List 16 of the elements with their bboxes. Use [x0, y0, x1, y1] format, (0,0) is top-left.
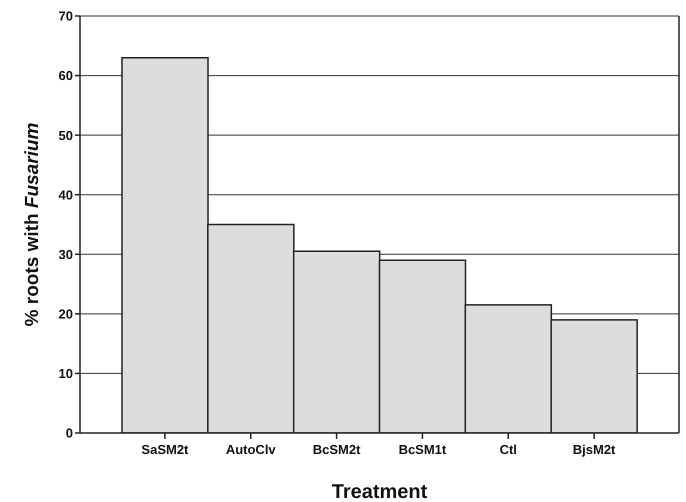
y-tick-label: 40 [58, 187, 73, 202]
y-axis-title: % roots with Fusarium [22, 122, 43, 326]
y-tick-label: 0 [66, 426, 73, 441]
y-tick-label: 60 [58, 68, 73, 84]
x-tick-label: AutoClv [226, 442, 276, 458]
y-tick-label: 70 [58, 8, 73, 24]
y-tick-label: 20 [58, 306, 73, 322]
x-tick-label: BjsM2t [572, 442, 616, 458]
x-tick-label: Ctl [500, 442, 517, 458]
x-tick-label: BcSM1t [398, 442, 447, 458]
y-tick-label: 50 [58, 128, 73, 143]
x-tick-label: SaSM2t [141, 442, 190, 458]
y-tick-label: 10 [58, 366, 73, 382]
x-tick-label: BcSM2t [312, 442, 362, 458]
y-tick-label: 30 [58, 246, 73, 262]
x-axis-title: Treatment [332, 481, 428, 502]
